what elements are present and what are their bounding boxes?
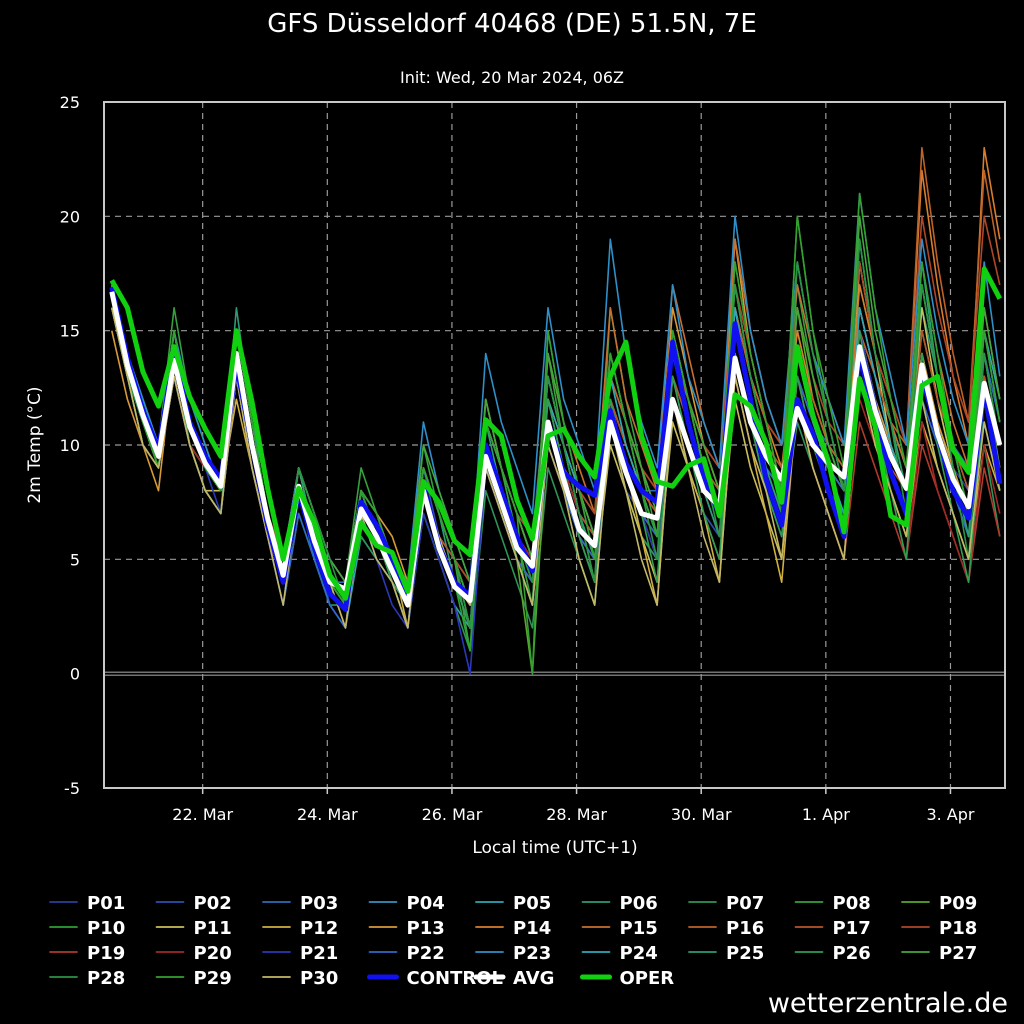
legend-label: P03	[300, 893, 338, 914]
legend-label: P21	[300, 943, 338, 964]
y-tick-label: -5	[64, 779, 80, 798]
legend-item-p21: P21	[262, 943, 338, 964]
legend-label: P05	[513, 893, 551, 914]
legend-label: P02	[194, 893, 232, 914]
legend-label: P13	[407, 918, 445, 939]
legend-label: P25	[726, 943, 764, 964]
legend-label: AVG	[513, 968, 554, 989]
legend-label: P19	[87, 943, 125, 964]
legend-item-p24: P24	[581, 943, 658, 964]
y-tick-label: 25	[60, 93, 80, 112]
legend-label: P08	[833, 893, 871, 914]
legend-item-p18: P18	[901, 918, 977, 939]
legend-item-p17: P17	[794, 918, 871, 939]
legend-label: P27	[939, 943, 977, 964]
y-tick-label: 5	[70, 550, 80, 569]
legend-label: P24	[620, 943, 658, 964]
series-line-oper	[109, 266, 1003, 601]
legend-item-p25: P25	[688, 943, 764, 964]
legend-item-p12: P12	[262, 918, 338, 939]
legend-label: P15	[620, 918, 658, 939]
x-axis-ticks: 22. Mar 24. Mar 26. Mar 28. Mar 30. Mar 1. Ap…	[172, 788, 975, 824]
legend: P01 P02 P03 P04 P05 P06 P07 P08 P09 P10 P11 P12 P13 P…	[49, 893, 977, 989]
y-tick-label: 0	[70, 665, 80, 684]
legend-label: P26	[833, 943, 871, 964]
legend-label: P28	[87, 968, 125, 989]
legend-item-p04: P04	[368, 893, 445, 914]
legend-item-p07: P07	[688, 893, 764, 914]
legend-label: P22	[407, 943, 445, 964]
legend-label: CONTROL	[407, 968, 504, 989]
legend-label: P06	[620, 893, 658, 914]
x-tick-label: 28. Mar	[546, 805, 607, 824]
watermark: wetterzentrale.de	[768, 988, 1008, 1019]
legend-item-p11: P11	[155, 918, 232, 939]
series-lines	[109, 146, 1003, 675]
legend-item-p05: P05	[475, 893, 551, 914]
series-line-p29	[111, 192, 1001, 675]
legend-item-p26: P26	[794, 943, 871, 964]
legend-label: P18	[939, 918, 977, 939]
chart-title: GFS Düsseldorf 40468 (DE) 51.5N, 7E	[267, 9, 757, 39]
y-axis-ticks: -5 0 5 10 15 20 25	[60, 93, 80, 798]
legend-item-avg: AVG	[473, 968, 554, 989]
legend-label: P17	[833, 918, 871, 939]
legend-label: P11	[194, 918, 232, 939]
legend-item-p06: P06	[581, 893, 658, 914]
legend-item-p20: P20	[155, 943, 232, 964]
legend-item-p16: P16	[688, 918, 764, 939]
legend-item-oper: OPER	[580, 968, 675, 989]
legend-label: P29	[194, 968, 232, 989]
legend-item-p19: P19	[49, 943, 125, 964]
y-tick-label: 10	[60, 436, 80, 455]
legend-item-p23: P23	[475, 943, 551, 964]
x-tick-label: 24. Mar	[297, 805, 358, 824]
legend-label: P09	[939, 893, 977, 914]
legend-label: P20	[194, 943, 232, 964]
x-tick-label: 1. Apr	[802, 805, 850, 824]
x-tick-label: 22. Mar	[172, 805, 233, 824]
y-axis-label: 2m Temp (°C)	[25, 386, 45, 503]
series-line-p21	[111, 284, 1001, 675]
x-tick-label: 3. Apr	[926, 805, 974, 824]
chart-subtitle: Init: Wed, 20 Mar 2024, 06Z	[400, 68, 624, 87]
legend-label: P23	[513, 943, 551, 964]
legend-item-p02: P02	[155, 893, 232, 914]
legend-item-p22: P22	[368, 943, 445, 964]
legend-label: P12	[300, 918, 338, 939]
legend-label: OPER	[620, 968, 675, 989]
plot-frame	[103, 101, 1006, 789]
legend-label: P14	[513, 918, 551, 939]
legend-item-p01: P01	[49, 893, 125, 914]
y-tick-label: 15	[60, 322, 80, 341]
legend-label: P04	[407, 893, 445, 914]
y-tick-label: 20	[60, 207, 80, 226]
legend-item-p15: P15	[581, 918, 658, 939]
legend-item-p29: P29	[155, 968, 232, 989]
legend-label: P16	[726, 918, 764, 939]
legend-label: P10	[87, 918, 125, 939]
legend-label: P30	[300, 968, 338, 989]
legend-item-control: CONTROL	[367, 968, 504, 989]
x-axis-label: Local time (UTC+1)	[472, 838, 637, 858]
legend-item-p28: P28	[49, 968, 125, 989]
legend-item-p10: P10	[49, 918, 125, 939]
series-line-avg	[109, 291, 1003, 608]
legend-item-p27: P27	[901, 943, 977, 964]
x-tick-label: 30. Mar	[671, 805, 732, 824]
legend-label: P01	[87, 893, 125, 914]
legend-item-p30: P30	[262, 968, 338, 989]
legend-item-p08: P08	[794, 893, 871, 914]
legend-item-p14: P14	[475, 918, 551, 939]
legend-item-p09: P09	[901, 893, 977, 914]
x-tick-label: 26. Mar	[422, 805, 483, 824]
legend-item-p03: P03	[262, 893, 338, 914]
legend-label: P07	[726, 893, 764, 914]
legend-item-p13: P13	[368, 918, 445, 939]
